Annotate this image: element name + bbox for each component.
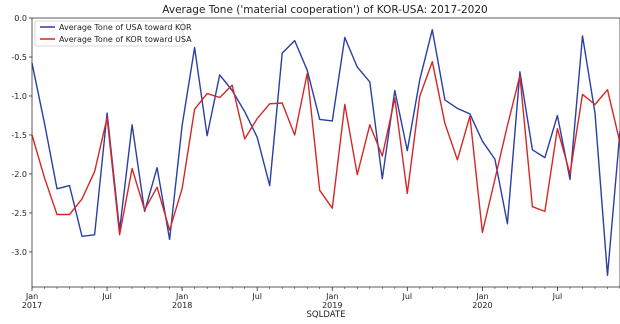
x-axis-label: SQLDATE xyxy=(307,310,346,320)
x-tick-label: Jan xyxy=(25,292,38,301)
y-tick-label: -3.0 xyxy=(11,248,27,257)
legend-box xyxy=(34,20,184,47)
y-tick-label: -1.0 xyxy=(11,92,27,101)
y-tick-label: -0.5 xyxy=(11,53,27,62)
x-tick-year-label: 2018 xyxy=(172,301,192,310)
x-tick-year-label: 2020 xyxy=(472,301,492,310)
y-axis: 0.0 -0.5 -1.0 -1.5 -2.0 -2.5 -3.0 xyxy=(11,14,32,257)
legend: Average Tone of USA toward KOR Average T… xyxy=(34,20,192,47)
series-line-0 xyxy=(31,29,620,276)
series-line-1 xyxy=(31,61,620,236)
plot-lines xyxy=(31,29,620,276)
x-tick-year-label: 2017 xyxy=(22,301,42,310)
x-tick-label: Jan xyxy=(325,292,338,301)
y-tick-label: -1.5 xyxy=(11,131,27,140)
legend-label-usa-toward-kor: Average Tone of USA toward KOR xyxy=(59,23,192,32)
x-tick-label: Jul xyxy=(552,292,563,301)
y-tick-label: -2.0 xyxy=(11,170,27,179)
x-tick-label: Jul xyxy=(101,292,112,301)
plot-area-frame xyxy=(31,17,620,288)
x-tick-label: Jan xyxy=(175,292,188,301)
x-tick-label: Jan xyxy=(475,292,488,301)
x-tick-year-label: 2019 xyxy=(322,301,342,310)
x-tick-label: Jul xyxy=(251,292,262,301)
y-tick-label: 0.0 xyxy=(14,14,27,23)
y-tick-label: -2.5 xyxy=(11,209,27,218)
chart-title: Average Tone ('material cooperation') of… xyxy=(162,4,487,16)
legend-label-kor-toward-usa: Average Tone of KOR toward USA xyxy=(59,35,192,44)
x-tick-label: Jul xyxy=(401,292,412,301)
